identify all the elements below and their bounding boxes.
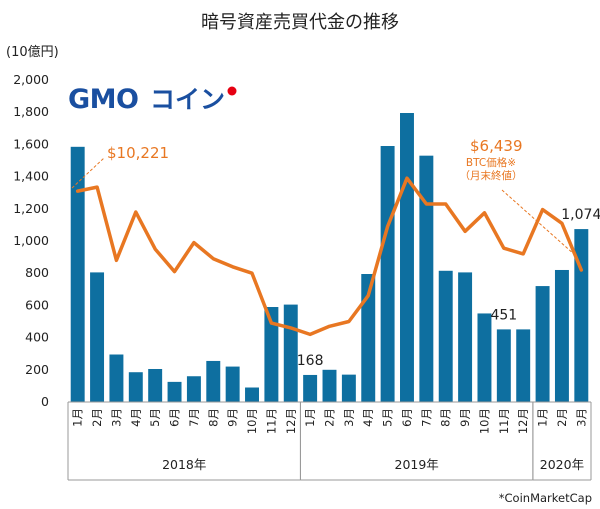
logo-red-dot <box>227 86 237 96</box>
x-tick-label: 11月 <box>264 408 278 434</box>
x-tick-label: 5月 <box>381 408 395 427</box>
price-annotations: $10,221 $6,439 BTC価格※ （月末終値） <box>71 137 576 256</box>
x-tick-label: 3月 <box>574 408 588 427</box>
x-tick-label: 2月 <box>323 408 337 427</box>
y-tick-label: 1,800 <box>13 104 49 119</box>
bar <box>303 374 318 402</box>
latest-price-label: $6,439 <box>470 137 523 155</box>
logo-text-coin: コイン <box>150 85 225 114</box>
y-tick-label: 0 <box>41 394 49 409</box>
bar-data-labels: 168 451 1,074 <box>297 207 600 369</box>
price-note-line1: BTC価格※ <box>466 156 516 169</box>
x-tick-label: 10月 <box>477 408 491 434</box>
year-label: 2020年 <box>540 457 584 472</box>
bar <box>535 286 550 402</box>
gmo-coin-logo: GMO コイン <box>68 84 237 115</box>
year-label: 2019年 <box>395 457 439 472</box>
x-tick-label: 4月 <box>361 408 375 427</box>
y-tick-label: 1,600 <box>13 136 49 151</box>
bar <box>206 360 221 402</box>
bar <box>167 381 182 402</box>
logo-text-gmo: GMO <box>68 84 138 115</box>
y-tick-label: 1,200 <box>13 201 49 216</box>
bar <box>70 146 85 402</box>
x-tick-label: 1月 <box>303 408 317 427</box>
bar <box>380 146 395 402</box>
bar <box>90 272 105 402</box>
y-tick-label: 800 <box>25 265 49 280</box>
bar <box>496 329 511 402</box>
x-tick-label: 2月 <box>555 408 569 427</box>
peak-price-label: $10,221 <box>107 144 169 162</box>
y-tick-label: 600 <box>25 297 49 312</box>
bar <box>186 376 201 402</box>
x-axis: 1月 2月 3月 4月 5月 6月 7月 8月 9月 10月 11月 12月 1月 2月 3月 4月 5月 6月 7… <box>67 401 592 481</box>
bar <box>128 372 143 402</box>
x-tick-label: 1月 <box>536 408 550 427</box>
x-tick-label: 4月 <box>129 408 143 427</box>
y-tick-label: 1,400 <box>13 169 49 184</box>
peak-price-leader <box>71 157 105 189</box>
year-label: 2018年 <box>162 457 206 472</box>
x-tick-label: 5月 <box>148 408 162 427</box>
x-tick-label: 8月 <box>206 408 220 427</box>
line-series <box>75 176 584 337</box>
bar <box>283 304 298 402</box>
bar <box>361 274 376 402</box>
y-tick-label: 2,000 <box>13 72 49 87</box>
x-tick-label: 12月 <box>516 408 530 434</box>
bar <box>264 307 279 402</box>
x-tick-label: 10月 <box>245 408 259 434</box>
x-tick-label: 3月 <box>109 408 123 427</box>
x-tick-label: 11月 <box>497 408 511 434</box>
bar <box>341 374 356 402</box>
bar <box>438 270 453 402</box>
x-tick-label: 8月 <box>439 408 453 427</box>
x-tick-label: 1月 <box>71 408 85 427</box>
bar <box>109 354 124 402</box>
x-tick-label: 3月 <box>342 408 356 427</box>
bar-value-label: 1,074 <box>561 207 600 223</box>
bar <box>477 313 492 402</box>
latest-price-leader <box>501 189 576 256</box>
y-axis-ticks: 0 200 400 600 800 1,000 1,200 1,400 1,600 1,800 2,… <box>13 72 49 409</box>
bar <box>148 368 163 402</box>
bar <box>419 155 434 402</box>
bar <box>516 329 531 402</box>
bar <box>245 387 259 402</box>
bar <box>322 369 337 402</box>
bar <box>458 272 473 402</box>
x-tick-label: 7月 <box>187 408 201 427</box>
bar-value-label: 451 <box>490 307 517 323</box>
y-tick-label: 200 <box>25 362 49 377</box>
bar <box>574 229 589 402</box>
source-note: *CoinMarketCap <box>499 491 592 505</box>
x-tick-label: 6月 <box>168 408 182 427</box>
bar <box>400 113 414 402</box>
x-tick-label: 7月 <box>419 408 433 427</box>
y-tick-label: 400 <box>25 330 49 345</box>
y-unit-label: (10億円) <box>6 44 59 60</box>
x-tick-label: 6月 <box>400 408 414 427</box>
x-tick-label: 12月 <box>284 408 298 434</box>
price-note-line2: （月末終値） <box>460 169 523 182</box>
bar <box>225 366 240 402</box>
chart-title: 暗号資産売買代金の推移 <box>201 12 399 33</box>
x-tick-label: 2月 <box>90 408 104 427</box>
bar <box>554 269 569 402</box>
btc-price-line <box>75 176 584 337</box>
x-tick-label: 9月 <box>226 408 240 427</box>
y-tick-label: 1,000 <box>13 233 49 248</box>
x-tick-label: 9月 <box>458 408 472 427</box>
bar-value-label: 168 <box>297 353 324 369</box>
